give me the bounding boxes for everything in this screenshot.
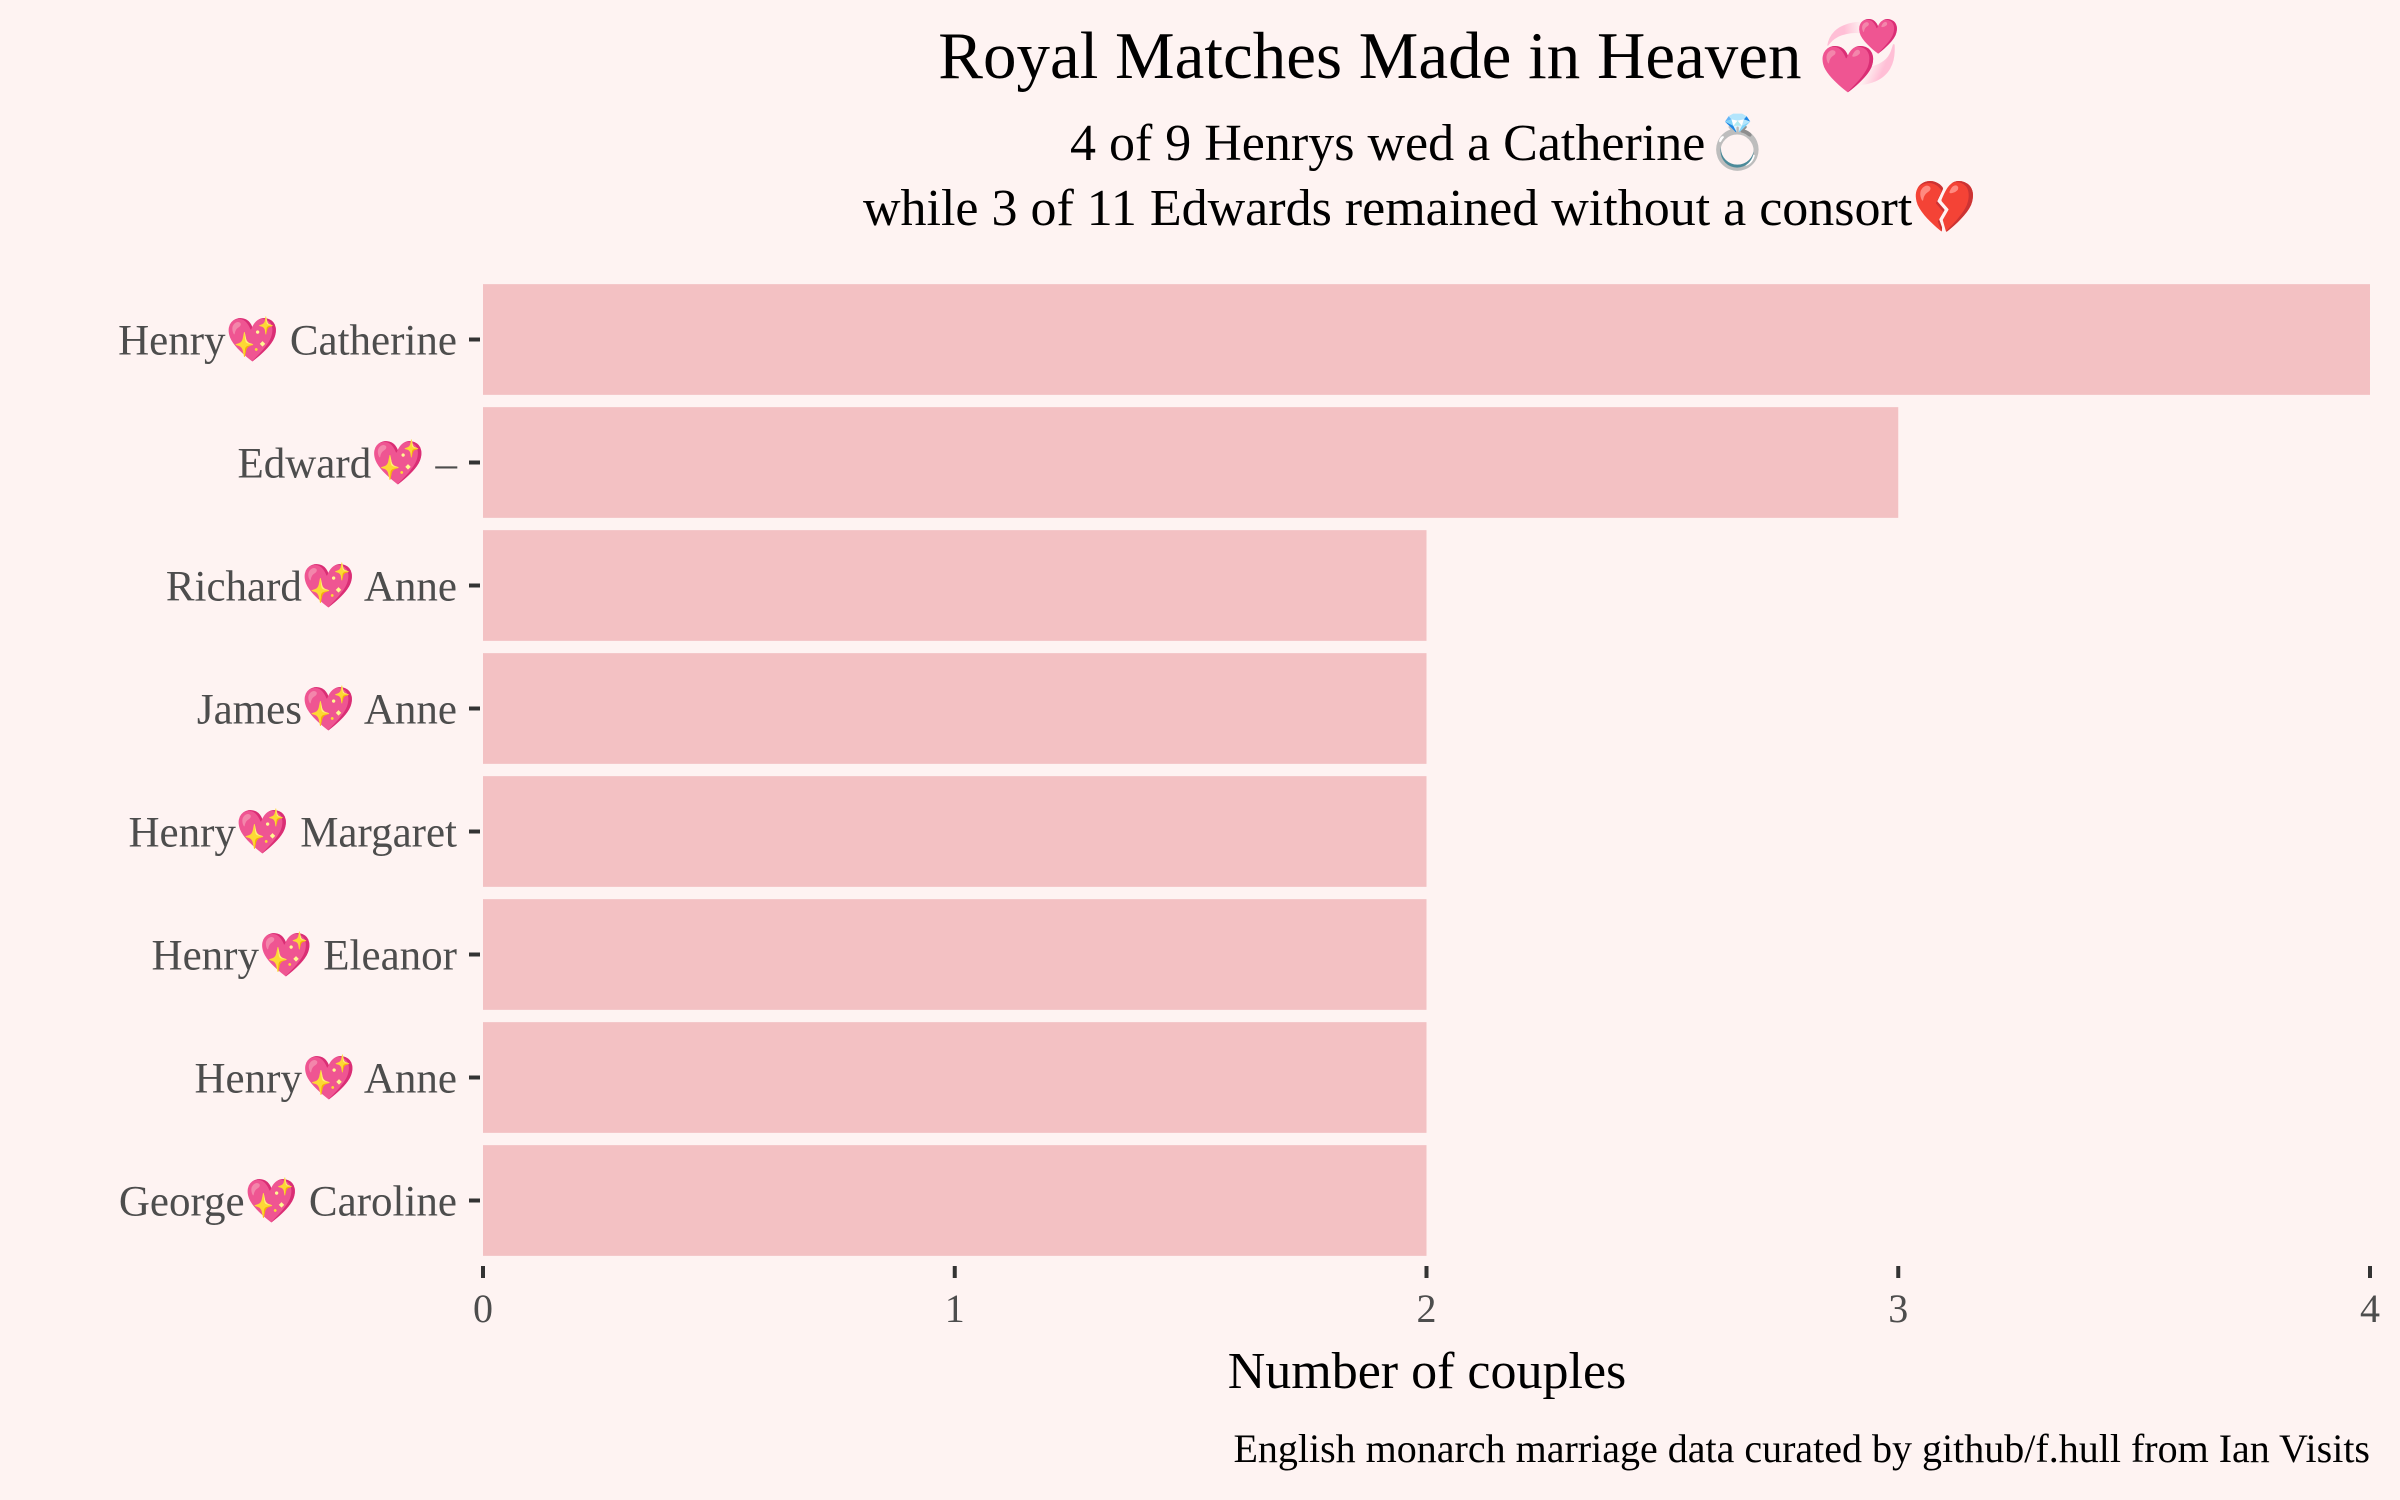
bar-7 (483, 1145, 1427, 1256)
y-tick-label: Henry💖 Catherine (118, 316, 457, 365)
y-tick-label: Henry💖 Eleanor (152, 931, 457, 980)
y-tick-label: George💖 Caroline (119, 1177, 457, 1226)
x-tick-label: 0 (473, 1286, 493, 1331)
bar-2 (483, 530, 1427, 641)
bars-layer (483, 284, 2370, 1256)
x-tick-label: 4 (2360, 1286, 2380, 1331)
y-axis: Henry💖 Catherine Edward💖 – Richard💖 Anne Ja… (118, 316, 480, 1226)
bar-6 (483, 1022, 1427, 1133)
chart-caption: English monarch marriage data curated by… (1233, 1426, 2370, 1471)
bar-5 (483, 899, 1427, 1010)
bar-0 (483, 284, 2370, 395)
chart-subtitle-line-1: 4 of 9 Henrys wed a Catherine💍 (1070, 112, 1770, 173)
y-tick-label: James💖 Anne (197, 685, 457, 734)
y-tick-label: Henry💖 Margaret (128, 808, 457, 857)
chart-title: Royal Matches Made in Heaven 💞 (938, 17, 1901, 93)
x-tick-label: 1 (945, 1286, 965, 1331)
x-tick-label: 2 (1417, 1286, 1437, 1331)
bar-4 (483, 776, 1427, 887)
y-tick-label: Richard💖 Anne (166, 562, 457, 611)
x-axis-title: Number of couples (1228, 1343, 1627, 1400)
bar-3 (483, 653, 1427, 764)
chart-subtitle-line-2: while 3 of 11 Edwards remained without a… (863, 179, 1977, 237)
y-tick-label: Henry💖 Anne (194, 1054, 457, 1103)
x-axis: 0 1 2 3 4 (473, 1266, 2380, 1331)
y-tick-label: Edward💖 – (237, 439, 457, 488)
bar-1 (483, 407, 1899, 518)
x-tick-label: 3 (1888, 1286, 1908, 1331)
